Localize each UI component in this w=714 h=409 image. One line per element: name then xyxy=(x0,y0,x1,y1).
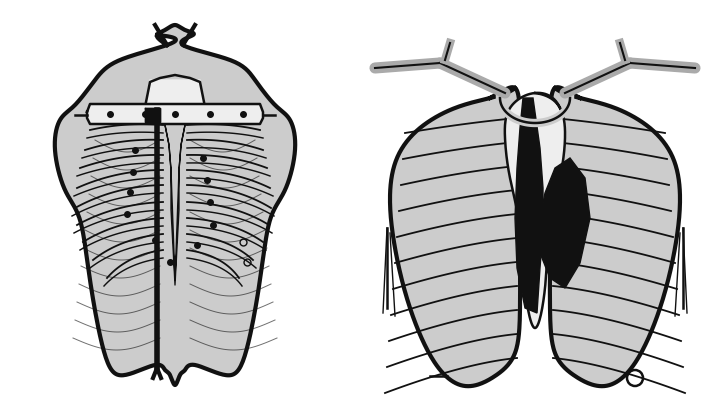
Polygon shape xyxy=(550,87,680,386)
Polygon shape xyxy=(145,108,160,122)
Polygon shape xyxy=(505,93,565,328)
Polygon shape xyxy=(145,80,205,115)
Polygon shape xyxy=(540,158,590,288)
Polygon shape xyxy=(515,98,543,313)
Polygon shape xyxy=(55,25,295,385)
Polygon shape xyxy=(390,87,520,386)
Polygon shape xyxy=(161,112,189,285)
Polygon shape xyxy=(87,104,263,124)
